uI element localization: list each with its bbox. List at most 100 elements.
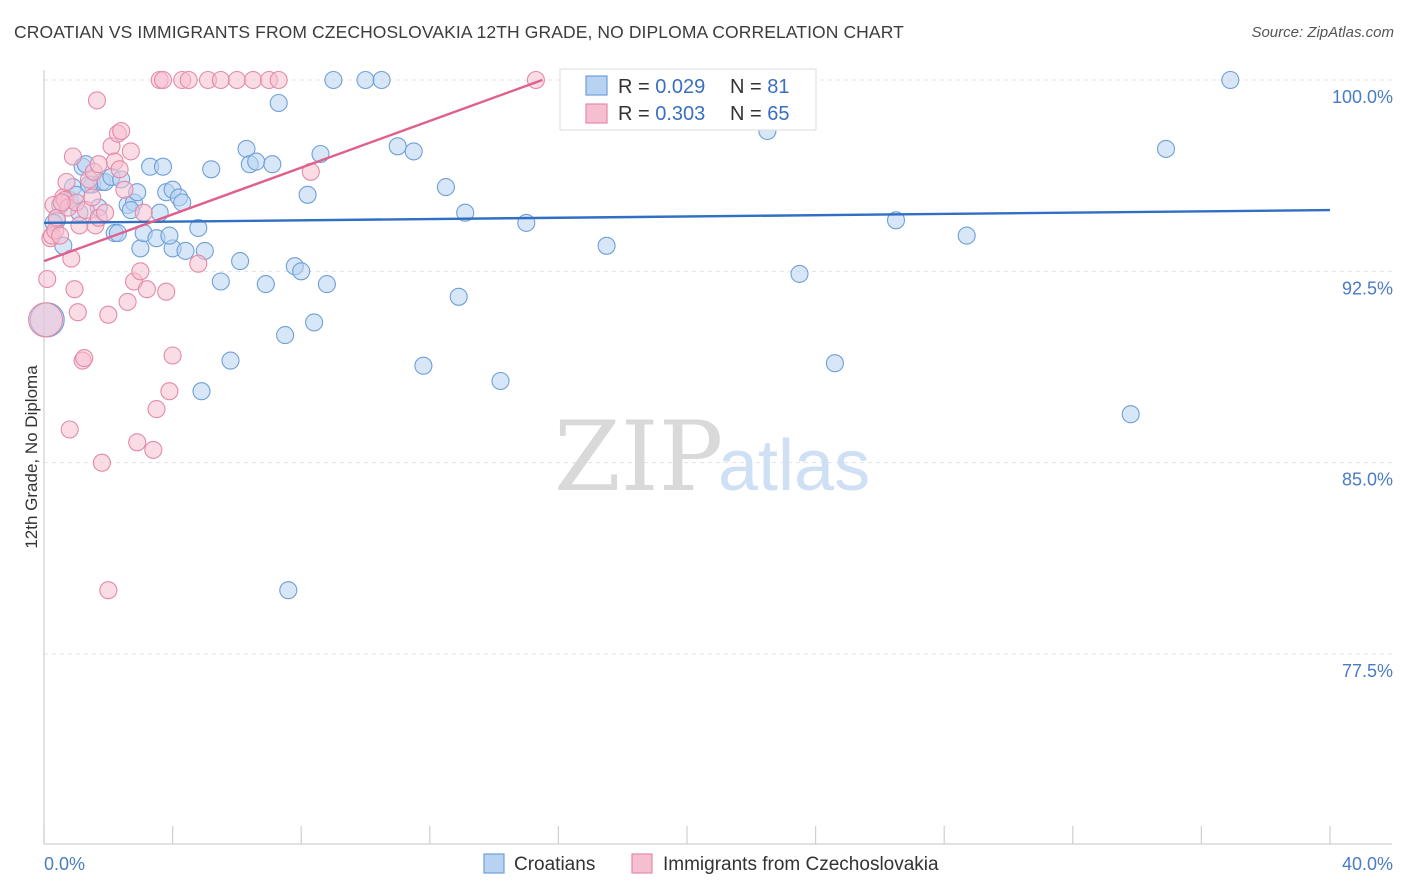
data-point-croatians [231,252,250,271]
data-point-croatians [247,152,266,171]
data-point-croatians [1121,405,1140,424]
data-point-croatians [886,211,906,230]
data-point-immigrants [153,70,173,90]
data-point-immigrants [147,400,166,419]
y-tick-label: 100.0% [1332,87,1393,107]
data-point-croatians [305,313,324,332]
data-point-immigrants [115,180,134,199]
watermark-zip: ZIP [554,401,723,513]
data-point-croatians [192,382,211,401]
data-point-croatians [292,262,311,281]
data-point-immigrants [89,155,108,174]
data-point-croatians [211,272,230,291]
data-point-croatians [957,226,976,245]
data-point-immigrants [243,70,263,90]
data-point-croatians [597,236,616,255]
data-point-immigrants [92,453,111,472]
data-point-croatians [1156,139,1176,158]
data-point-immigrants [112,121,131,141]
data-point-immigrants [68,303,87,322]
x-tick-label: 0.0% [44,854,85,874]
data-point-croatians [449,287,468,306]
legend-croatians-label: Croatians [514,854,595,875]
y-tick-label: 77.5% [1342,661,1393,681]
chart-title: CROATIAN VS IMMIGRANTS FROM CZECHOSLOVAK… [14,22,904,42]
legend-immigrants-label: Immigrants from Czechoslovakia [663,854,939,875]
data-point-immigrants [118,292,137,311]
data-point-immigrants [51,226,70,245]
data-point-croatians [790,264,809,283]
data-point-immigrants [163,346,182,365]
y-tick-label: 85.0% [1342,470,1393,490]
data-point-immigrants [96,203,115,222]
legend-swatch-pink [585,103,608,124]
data-point-immigrants [144,440,163,459]
x-tick-labels: 0.0% 40.0% [44,854,1393,874]
data-point-croatians [388,137,407,156]
data-point-immigrants [87,91,107,110]
data-point-immigrants [99,305,118,324]
data-point-immigrants [128,433,147,452]
data-point-croatians [298,185,317,204]
data-point-croatians [153,157,173,176]
data-point-immigrants [269,70,288,90]
data-point-immigrants [38,269,57,289]
data-point-immigrants [110,160,129,179]
data-point-immigrants [189,254,208,273]
data-point-croatians [1221,70,1240,90]
data-point-croatians [317,275,336,294]
data-point-immigrants [137,280,156,299]
trend-line-immigrants [43,78,543,263]
data-point-croatians [269,93,288,113]
stats-legend: R = 0.029 N = 81 R = 0.303 N = 65 [559,68,817,131]
data-point-croatians [279,581,298,600]
series-croatians-points [29,70,1240,600]
data-point-croatians [160,226,179,245]
data-point-immigrants [52,193,71,212]
data-point-croatians [414,356,433,375]
legend-immigrants-swatch [631,853,653,874]
x-tick-marks [43,826,1331,844]
legend-swatch-blue [585,75,608,96]
legend-row1-n: N = 81 [730,76,790,98]
trend-line-croatians [43,208,1331,225]
data-point-immigrants [60,420,79,439]
legend-row1: R = 0.029 [618,76,705,98]
data-point-croatians [176,241,195,260]
data-point-immigrants [160,382,179,401]
data-point-immigrants [63,147,82,166]
data-point-immigrants [121,142,140,161]
data-point-croatians [221,351,240,370]
series-legend: Croatians Immigrants from Czechoslovakia [483,853,939,875]
data-point-croatians [263,155,282,174]
data-point-croatians [404,142,423,161]
data-point-immigrants [157,282,176,301]
x-tick-label: 40.0% [1342,854,1393,874]
data-point-immigrants [134,203,153,222]
data-point-croatians [202,160,221,179]
data-point-croatians [372,70,391,90]
data-point-immigrants [179,70,198,90]
legend-row2: R = 0.303 [618,103,705,125]
data-point-immigrants [83,188,102,207]
trend-lines [43,78,1331,263]
data-point-croatians [436,178,455,197]
data-point-immigrants [227,70,246,90]
data-point-croatians [456,203,475,222]
data-point-croatians [276,326,295,345]
data-point-croatians [189,218,208,238]
data-point-croatians [324,70,343,90]
data-point-immigrants [70,216,89,235]
data-point-croatians [491,371,510,391]
data-point-immigrants [28,302,64,338]
data-point-immigrants [211,70,230,90]
source-label: Source: ZipAtlas.com [1251,24,1394,41]
watermark-atlas: atlas [718,426,870,506]
y-tick-labels: 77.5% 85.0% 92.5% 100.0% [1332,87,1393,681]
data-point-croatians [131,239,150,258]
data-point-croatians [825,354,844,373]
data-point-immigrants [131,262,150,281]
legend-row2-n: N = 65 [730,103,790,125]
data-point-croatians [356,70,375,90]
